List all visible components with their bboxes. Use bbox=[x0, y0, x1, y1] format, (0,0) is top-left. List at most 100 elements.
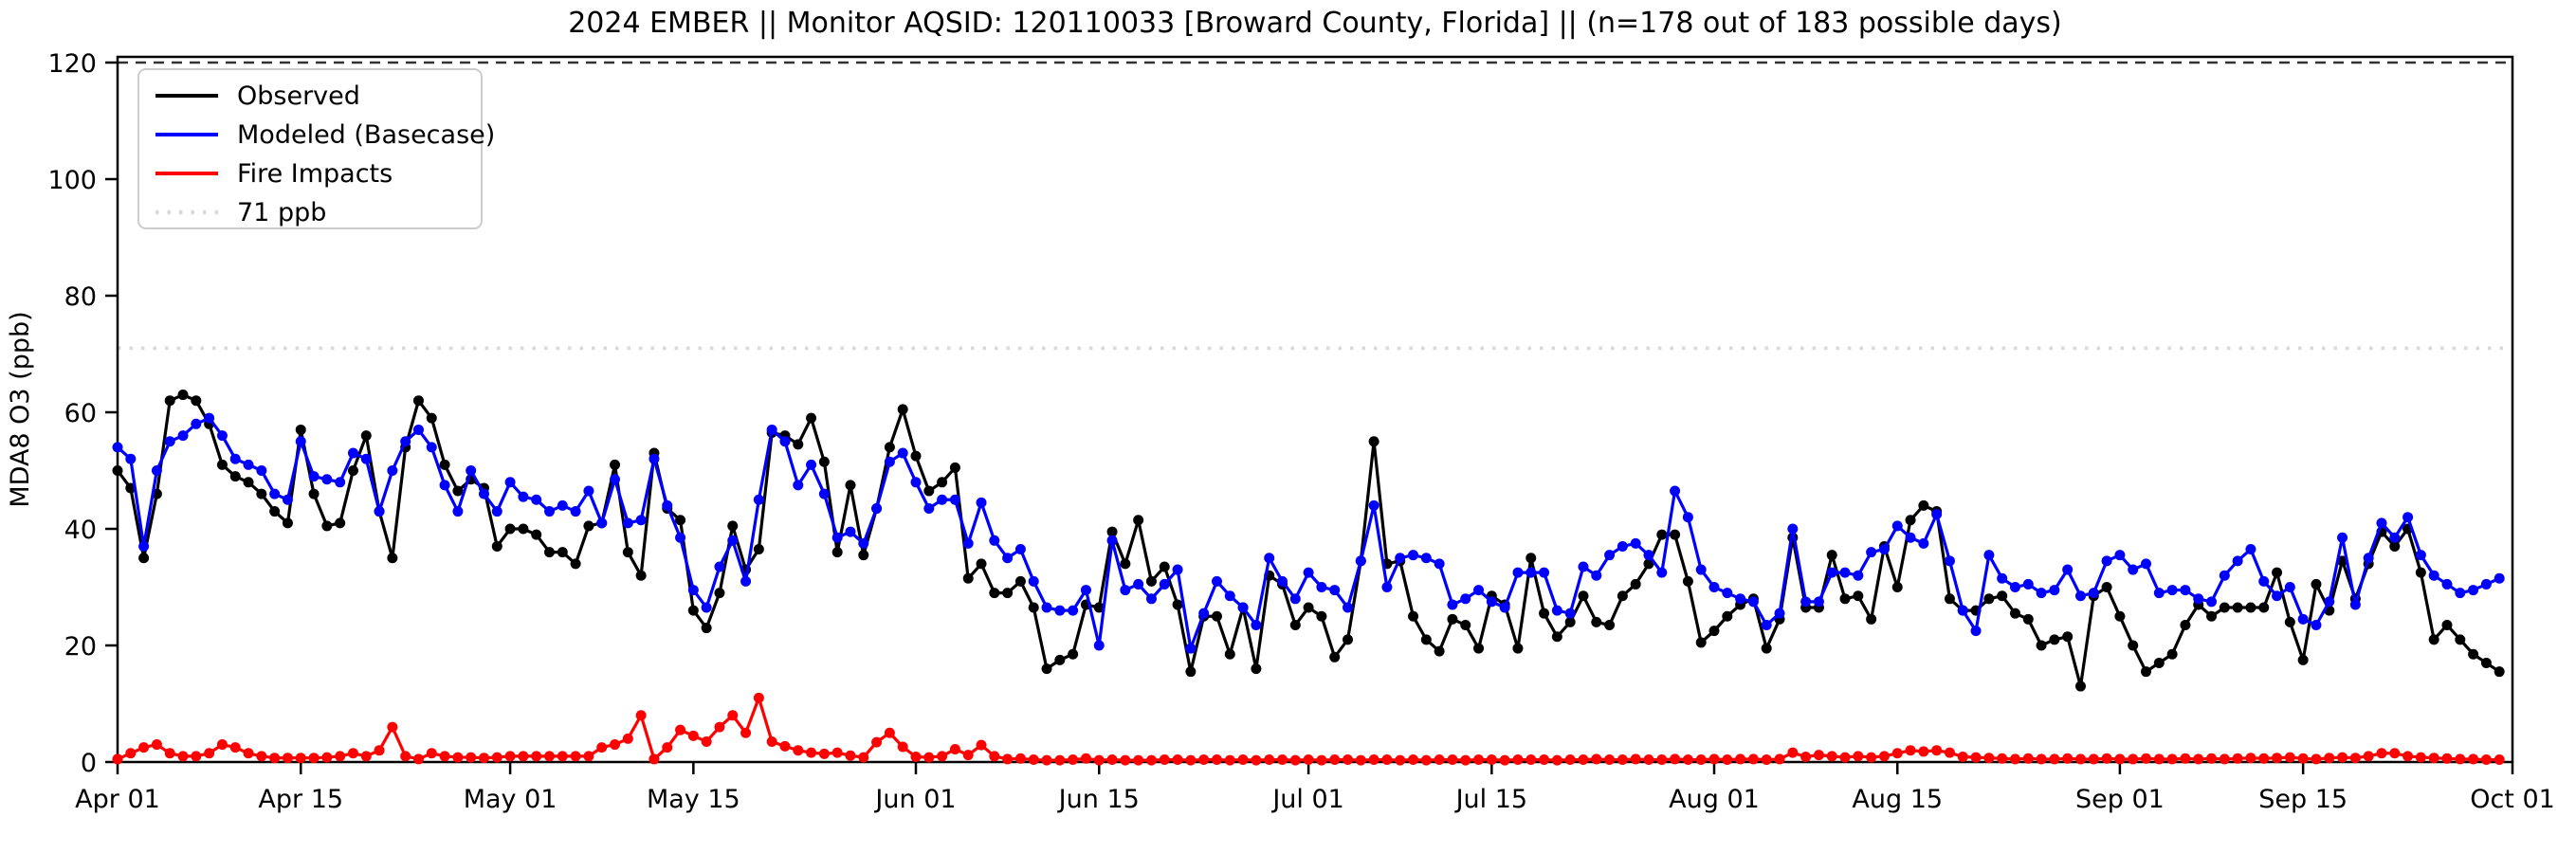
data-point bbox=[2074, 681, 2086, 692]
data-point bbox=[622, 547, 633, 558]
data-point bbox=[1944, 593, 1955, 605]
data-point bbox=[2349, 599, 2361, 610]
data-point bbox=[779, 740, 791, 752]
data-point bbox=[1120, 754, 1131, 766]
data-point bbox=[2232, 555, 2243, 567]
data-point bbox=[229, 742, 241, 753]
data-point bbox=[452, 485, 464, 497]
data-point bbox=[2415, 567, 2426, 578]
data-point bbox=[2284, 616, 2295, 627]
data-point bbox=[1224, 590, 1235, 602]
data-point bbox=[1014, 575, 1026, 587]
data-point bbox=[2180, 619, 2191, 630]
data-point bbox=[478, 488, 489, 499]
data-point bbox=[544, 547, 556, 558]
data-point bbox=[884, 727, 895, 738]
data-point bbox=[151, 465, 162, 476]
data-point bbox=[570, 506, 581, 517]
data-point bbox=[2284, 582, 2295, 592]
data-point bbox=[1041, 602, 1052, 613]
data-point bbox=[1080, 585, 1091, 596]
data-point bbox=[1578, 590, 1589, 602]
data-point bbox=[1093, 640, 1105, 651]
data-point bbox=[2311, 578, 2322, 590]
series-line bbox=[116, 392, 2501, 688]
data-point bbox=[2376, 517, 2387, 529]
data-point bbox=[649, 753, 660, 765]
data-point bbox=[1800, 596, 1812, 608]
data-point bbox=[1891, 748, 1903, 759]
data-point bbox=[1473, 643, 1485, 654]
data-point bbox=[1329, 651, 1341, 662]
data-point bbox=[1447, 754, 1458, 766]
data-point bbox=[2324, 596, 2335, 608]
data-point bbox=[308, 471, 320, 482]
data-point bbox=[1957, 605, 1968, 616]
data-point bbox=[1133, 515, 1144, 526]
data-point bbox=[347, 447, 358, 459]
data-point bbox=[727, 520, 739, 532]
data-point bbox=[701, 735, 712, 747]
data-point bbox=[1747, 753, 1759, 765]
data-point bbox=[845, 526, 856, 537]
x-tick-label: Jul 15 bbox=[1454, 785, 1528, 814]
data-point bbox=[1093, 754, 1105, 766]
data-point bbox=[1826, 567, 1837, 578]
data-point bbox=[2363, 553, 2374, 564]
data-point bbox=[583, 751, 594, 762]
data-point bbox=[1251, 619, 1262, 630]
data-point bbox=[282, 753, 293, 764]
data-point bbox=[2480, 578, 2492, 590]
data-point bbox=[949, 462, 960, 473]
data-point bbox=[2428, 634, 2439, 645]
data-point bbox=[426, 412, 437, 424]
data-point bbox=[923, 752, 935, 763]
data-point bbox=[687, 730, 699, 741]
data-point bbox=[504, 751, 516, 762]
data-point bbox=[504, 523, 516, 535]
data-point bbox=[1447, 599, 1458, 610]
y-axis-label: MDA8 O3 (ppb) bbox=[6, 311, 35, 507]
data-point bbox=[2141, 558, 2152, 570]
data-point bbox=[1539, 567, 1550, 578]
data-point bbox=[1905, 515, 1916, 526]
data-point bbox=[2101, 555, 2112, 567]
data-point bbox=[1159, 561, 1170, 572]
data-point bbox=[439, 751, 450, 762]
data-point bbox=[243, 459, 254, 470]
data-point bbox=[976, 497, 987, 508]
data-point bbox=[2036, 753, 2047, 765]
data-point bbox=[1617, 754, 1628, 766]
data-point bbox=[1264, 553, 1275, 564]
data-point bbox=[2455, 753, 2466, 765]
data-point bbox=[1695, 754, 1707, 766]
data-point bbox=[216, 739, 228, 751]
data-point bbox=[1970, 626, 1982, 637]
data-point bbox=[1813, 750, 1824, 761]
data-point bbox=[831, 532, 843, 543]
data-point bbox=[1931, 745, 1943, 756]
data-point bbox=[1787, 747, 1799, 758]
data-point bbox=[1014, 544, 1026, 555]
data-point bbox=[714, 588, 725, 599]
data-point bbox=[2480, 657, 2492, 668]
data-point bbox=[1289, 593, 1301, 605]
data-point bbox=[1722, 754, 1733, 766]
data-point bbox=[583, 520, 594, 532]
data-point bbox=[164, 395, 175, 407]
data-point bbox=[871, 736, 883, 748]
data-point bbox=[1447, 613, 1458, 625]
data-point bbox=[1106, 535, 1118, 546]
data-point bbox=[989, 751, 1000, 762]
data-point bbox=[1630, 753, 1641, 765]
data-point bbox=[2272, 567, 2283, 578]
data-point bbox=[256, 751, 267, 762]
data-point bbox=[1656, 754, 1668, 766]
data-point bbox=[1133, 754, 1144, 766]
data-point bbox=[269, 753, 281, 764]
data-point bbox=[1944, 555, 1955, 567]
data-point bbox=[622, 733, 633, 744]
data-point bbox=[2141, 666, 2152, 678]
data-point bbox=[662, 499, 673, 511]
data-point bbox=[1329, 585, 1341, 596]
